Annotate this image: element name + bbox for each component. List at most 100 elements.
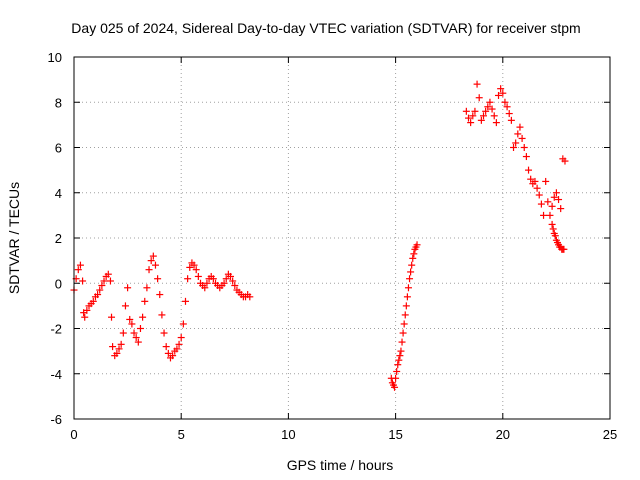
data-point bbox=[402, 302, 410, 310]
data-point bbox=[514, 130, 522, 138]
x-axis-label: GPS time / hours bbox=[287, 457, 394, 473]
data-point bbox=[548, 202, 556, 210]
data-point bbox=[154, 275, 162, 283]
data-point bbox=[475, 94, 483, 102]
data-point bbox=[179, 320, 187, 328]
data-point bbox=[410, 250, 418, 258]
data-point bbox=[488, 105, 496, 113]
data-point bbox=[490, 112, 498, 120]
data-point bbox=[549, 225, 557, 233]
data-point bbox=[403, 293, 411, 301]
data-point bbox=[484, 103, 492, 111]
data-point bbox=[505, 110, 513, 118]
data-point bbox=[397, 347, 405, 355]
data-point bbox=[190, 261, 198, 269]
data-point bbox=[540, 211, 548, 219]
data-point bbox=[192, 266, 200, 274]
data-point bbox=[98, 282, 106, 290]
data-point bbox=[531, 177, 539, 185]
data-point bbox=[406, 275, 414, 283]
tick-labels: 0 5 10 15 20 25 -6 -4 -2 0 2 4 6 8 10 bbox=[48, 50, 618, 442]
data-point bbox=[462, 107, 470, 115]
data-point bbox=[542, 177, 550, 185]
data-point bbox=[497, 85, 505, 93]
data-point bbox=[413, 241, 421, 249]
data-point bbox=[525, 166, 533, 174]
data-point bbox=[141, 297, 149, 305]
data-point bbox=[124, 284, 132, 292]
data-point bbox=[400, 320, 408, 328]
data-point bbox=[121, 302, 129, 310]
data-point bbox=[537, 200, 545, 208]
data-point bbox=[522, 153, 530, 161]
data-point bbox=[100, 277, 108, 285]
data-point bbox=[512, 139, 520, 147]
y-axis-label: SDTVAR / TECUs bbox=[6, 182, 22, 294]
data-point bbox=[229, 277, 237, 285]
data-point bbox=[119, 329, 127, 337]
x-tick-label: 5 bbox=[178, 427, 185, 442]
data-point bbox=[507, 116, 515, 124]
data-point bbox=[81, 313, 89, 321]
data-points bbox=[70, 80, 569, 391]
data-point bbox=[156, 291, 164, 299]
data-point bbox=[552, 189, 560, 197]
x-tick-label: 25 bbox=[603, 427, 617, 442]
data-point bbox=[520, 144, 528, 151]
data-point bbox=[145, 266, 153, 274]
data-point bbox=[74, 266, 82, 274]
data-point bbox=[518, 134, 526, 142]
data-point bbox=[173, 345, 181, 353]
data-point bbox=[151, 261, 159, 269]
data-point bbox=[136, 325, 144, 332]
data-point bbox=[115, 345, 123, 353]
data-point bbox=[473, 80, 481, 88]
data-point bbox=[392, 374, 400, 382]
data-point bbox=[126, 315, 134, 323]
data-point bbox=[169, 352, 177, 360]
data-point bbox=[391, 383, 399, 391]
chart-title: Day 025 of 2024, Sidereal Day-to-day VTE… bbox=[71, 20, 580, 36]
data-point bbox=[143, 284, 151, 292]
plot-frame bbox=[73, 56, 611, 420]
x-tick-label: 20 bbox=[496, 427, 510, 442]
data-point bbox=[486, 98, 494, 106]
data-point bbox=[401, 311, 409, 319]
data-point bbox=[203, 279, 211, 287]
data-point bbox=[409, 254, 417, 262]
y-tick-label: -6 bbox=[50, 412, 62, 427]
data-point bbox=[396, 352, 404, 360]
data-point bbox=[408, 261, 416, 269]
y-tick-label: 0 bbox=[55, 276, 62, 291]
y-tick-label: 2 bbox=[55, 231, 62, 246]
data-point bbox=[104, 270, 112, 278]
data-point bbox=[527, 175, 535, 183]
x-tick-label: 15 bbox=[388, 427, 402, 442]
x-tick-label: 10 bbox=[281, 427, 295, 442]
data-point bbox=[399, 329, 407, 337]
data-point bbox=[560, 245, 568, 253]
y-tick-label: 6 bbox=[55, 141, 62, 156]
data-point bbox=[404, 284, 412, 292]
data-point bbox=[482, 107, 490, 115]
data-point bbox=[108, 313, 116, 321]
data-point bbox=[533, 184, 541, 192]
data-point bbox=[557, 205, 565, 213]
data-point bbox=[164, 349, 172, 357]
data-point bbox=[181, 297, 189, 305]
y-tick-label: -2 bbox=[50, 322, 62, 337]
data-point bbox=[395, 356, 403, 364]
data-point bbox=[117, 340, 125, 348]
data-point bbox=[220, 279, 228, 287]
data-point bbox=[551, 232, 559, 240]
data-point bbox=[160, 329, 168, 337]
data-point bbox=[175, 340, 183, 348]
data-point bbox=[139, 313, 147, 321]
data-point bbox=[184, 275, 192, 283]
data-point bbox=[134, 338, 142, 346]
data-point bbox=[89, 297, 97, 305]
data-point bbox=[407, 268, 415, 276]
data-point bbox=[222, 275, 230, 283]
data-point bbox=[477, 116, 485, 124]
